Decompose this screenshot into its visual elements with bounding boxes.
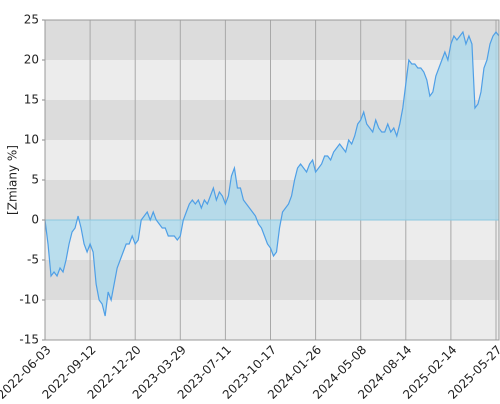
background-band	[45, 260, 499, 300]
y-tick-label: 25	[24, 13, 39, 27]
y-tick-label: 20	[24, 53, 39, 67]
y-tick-label: -15	[19, 333, 39, 347]
background-band	[45, 300, 499, 340]
y-tick-label: -5	[27, 253, 39, 267]
y-tick-label: -10	[19, 293, 39, 307]
y-tick-label: 0	[31, 213, 39, 227]
background-band	[45, 20, 499, 60]
y-tick-label: 15	[24, 93, 39, 107]
area	[45, 32, 499, 316]
y-tick-label: 5	[31, 173, 39, 187]
y-axis-label: [Zmiany %]	[6, 145, 20, 215]
y-tick-label: 10	[24, 133, 39, 147]
line	[44, 30, 500, 317]
plot-frame	[44, 19, 500, 341]
